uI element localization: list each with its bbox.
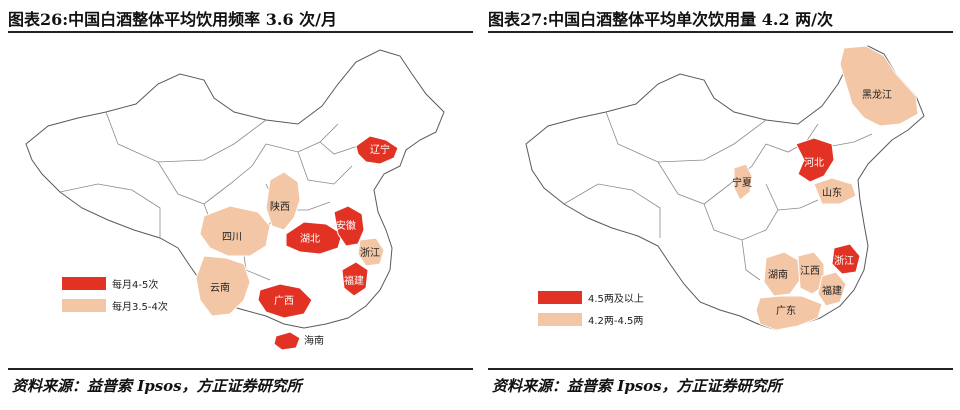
legend-swatch-high <box>62 277 106 290</box>
source-divider <box>8 368 473 370</box>
label-guangxi: 广西 <box>274 295 294 307</box>
legend-label-high: 每月4-5次 <box>112 280 159 291</box>
province-guangdong <box>755 295 823 331</box>
province-fujian <box>817 271 847 307</box>
province-shandong <box>813 177 857 205</box>
legend-swatch-high <box>538 291 582 304</box>
label-zhejiang: 浙江 <box>360 247 380 259</box>
source-divider <box>488 368 953 370</box>
legend-item-mid: 4.2两-4.5两 <box>538 312 643 327</box>
china-outline <box>25 49 445 329</box>
province-heilongjiang <box>839 45 919 127</box>
figure-27-panel: 图表27:中国白酒整体平均单次饮用量 4.2 两/次 黑龙江 河北 宁夏 山东 … <box>488 0 953 410</box>
figure-26-panel: 图表26:中国白酒整体平均饮用频率 3.6 次/月 辽宁 陕西 安徽 湖北 四川… <box>8 0 473 410</box>
province-hebei <box>795 137 835 183</box>
china-map-volume: 黑龙江 河北 宁夏 山东 湖南 江西 浙江 福建 广东 <box>525 45 925 331</box>
label-shandong: 山东 <box>822 186 842 199</box>
province-hunan <box>763 251 801 297</box>
label-zhejiang: 浙江 <box>834 255 854 267</box>
legend-label-mid: 4.2两-4.5两 <box>588 316 644 327</box>
source-note: 资料来源：益普索 Ipsos，方正证券研究所 <box>12 377 302 395</box>
label-jiangxi: 江西 <box>800 265 820 277</box>
legend-item-high: 4.5两及以上 <box>538 290 644 305</box>
province-hubei <box>285 221 343 255</box>
province-fujian <box>341 261 369 297</box>
title-divider <box>8 31 473 33</box>
label-hubei: 湖北 <box>300 233 320 245</box>
label-liaoning: 辽宁 <box>370 143 390 156</box>
label-hebei: 河北 <box>804 157 824 169</box>
label-fujian: 福建 <box>822 284 842 297</box>
province-sichuan <box>199 205 271 257</box>
china-map-frequency: 辽宁 陕西 安徽 湖北 四川 浙江 福建 云南 广西 海南 <box>25 49 445 351</box>
province-hainan <box>273 331 301 351</box>
legend-swatch-mid <box>62 299 106 312</box>
title-divider <box>488 31 953 33</box>
province-zhejiang <box>357 237 385 267</box>
label-ningxia: 宁夏 <box>732 176 752 189</box>
legend-item-high: 每月4-5次 <box>62 276 158 291</box>
province-zhejiang <box>831 243 861 275</box>
label-heilongjiang: 黑龙江 <box>862 88 892 101</box>
label-hainan: 海南 <box>304 334 324 347</box>
province-anhui <box>333 205 365 247</box>
figure-27-title: 图表27:中国白酒整体平均单次饮用量 4.2 两/次 <box>488 10 833 29</box>
province-yunnan <box>195 255 251 317</box>
province-liaoning <box>355 135 399 165</box>
label-sichuan: 四川 <box>222 232 242 243</box>
source-note: 资料来源：益普索 Ipsos，方正证券研究所 <box>492 377 782 395</box>
label-yunnan: 云南 <box>210 281 230 294</box>
legend-label-mid: 每月3.5-4次 <box>112 302 168 313</box>
legend-label-high: 4.5两及以上 <box>588 294 644 305</box>
province-shaanxi <box>265 171 301 231</box>
legend-swatch-mid <box>538 313 582 326</box>
label-anhui: 安徽 <box>336 219 356 232</box>
label-hunan: 湖南 <box>768 268 788 281</box>
label-fujian: 福建 <box>344 274 364 287</box>
label-shaanxi: 陕西 <box>270 200 290 213</box>
province-guangxi <box>257 283 313 319</box>
figure-26-title: 图表26:中国白酒整体平均饮用频率 3.6 次/月 <box>8 10 337 29</box>
label-guangdong: 广东 <box>776 304 796 317</box>
province-ningxia <box>733 163 753 201</box>
legend-item-mid: 每月3.5-4次 <box>62 298 168 313</box>
